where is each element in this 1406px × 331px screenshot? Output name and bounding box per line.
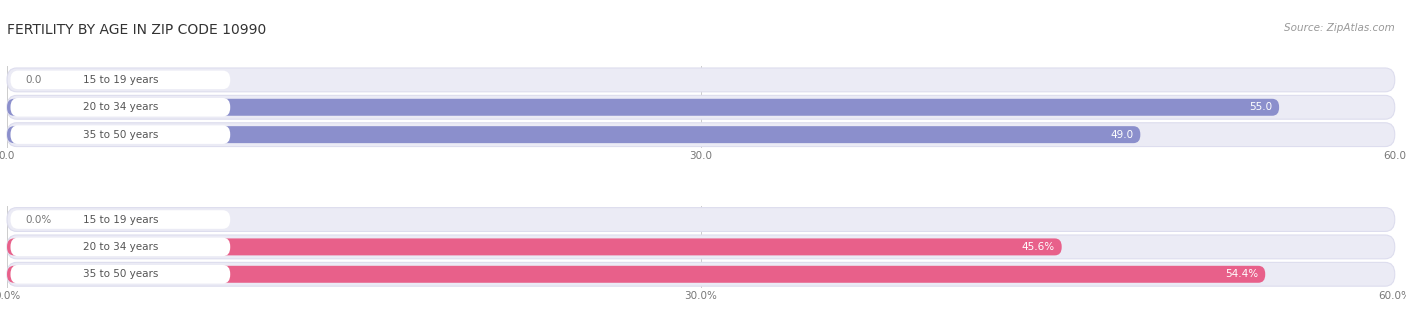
FancyBboxPatch shape xyxy=(7,238,1062,256)
FancyBboxPatch shape xyxy=(10,265,231,284)
FancyBboxPatch shape xyxy=(7,208,1395,231)
Text: 45.6%: 45.6% xyxy=(1022,242,1054,252)
Text: 0.0: 0.0 xyxy=(25,75,42,85)
FancyBboxPatch shape xyxy=(7,266,1265,283)
FancyBboxPatch shape xyxy=(10,125,231,144)
FancyBboxPatch shape xyxy=(10,98,231,117)
Text: 20 to 34 years: 20 to 34 years xyxy=(83,102,157,112)
Text: 15 to 19 years: 15 to 19 years xyxy=(83,214,157,224)
FancyBboxPatch shape xyxy=(7,68,1395,92)
FancyBboxPatch shape xyxy=(7,95,1395,119)
Text: 15 to 19 years: 15 to 19 years xyxy=(83,75,157,85)
FancyBboxPatch shape xyxy=(10,238,231,256)
Text: 54.4%: 54.4% xyxy=(1225,269,1258,279)
FancyBboxPatch shape xyxy=(7,123,1395,147)
Text: 20 to 34 years: 20 to 34 years xyxy=(83,242,157,252)
Text: 35 to 50 years: 35 to 50 years xyxy=(83,130,157,140)
Text: Source: ZipAtlas.com: Source: ZipAtlas.com xyxy=(1284,23,1395,33)
FancyBboxPatch shape xyxy=(7,99,1279,116)
FancyBboxPatch shape xyxy=(7,126,1140,143)
FancyBboxPatch shape xyxy=(10,210,231,229)
Text: 55.0: 55.0 xyxy=(1249,102,1272,112)
FancyBboxPatch shape xyxy=(7,262,1395,286)
Text: 35 to 50 years: 35 to 50 years xyxy=(83,269,157,279)
FancyBboxPatch shape xyxy=(7,235,1395,259)
Text: 49.0: 49.0 xyxy=(1111,130,1133,140)
FancyBboxPatch shape xyxy=(10,71,231,89)
Text: 0.0%: 0.0% xyxy=(25,214,52,224)
Text: FERTILITY BY AGE IN ZIP CODE 10990: FERTILITY BY AGE IN ZIP CODE 10990 xyxy=(7,23,266,37)
